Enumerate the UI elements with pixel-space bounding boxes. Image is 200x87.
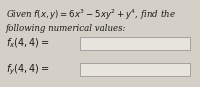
FancyBboxPatch shape bbox=[80, 37, 190, 50]
FancyBboxPatch shape bbox=[80, 63, 190, 76]
Text: $f_y(4, 4) =$: $f_y(4, 4) =$ bbox=[6, 62, 50, 77]
Text: following numerical values:: following numerical values: bbox=[6, 24, 126, 33]
Text: Given $f(x, y) = 6x^3 - 5xy^2 + y^4$, find the: Given $f(x, y) = 6x^3 - 5xy^2 + y^4$, fi… bbox=[6, 8, 176, 22]
Text: $f_x(4, 4) =$: $f_x(4, 4) =$ bbox=[6, 37, 50, 50]
